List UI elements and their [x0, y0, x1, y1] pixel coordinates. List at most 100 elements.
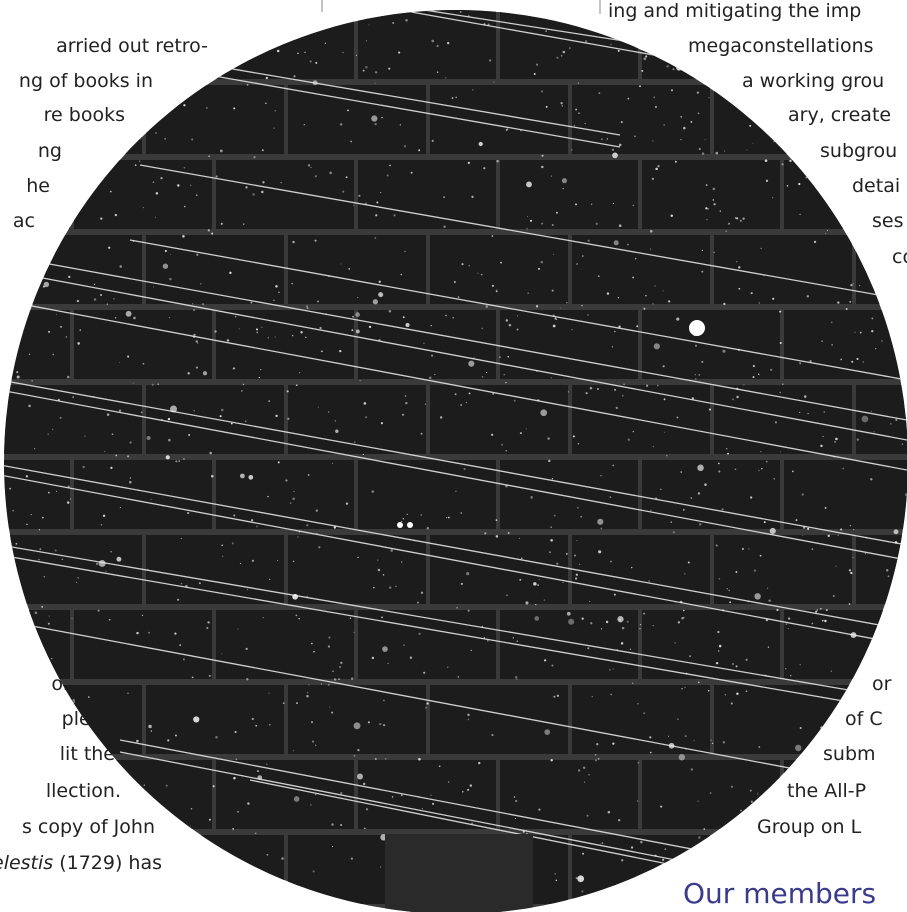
- ccd-chip: [288, 85, 426, 154]
- star: [388, 310, 392, 313]
- star: [167, 739, 170, 742]
- star: [670, 214, 674, 217]
- star: [609, 496, 612, 499]
- star: [368, 24, 370, 26]
- star: [205, 31, 207, 34]
- star: [119, 265, 122, 268]
- star: [274, 336, 276, 338]
- star: [749, 124, 752, 127]
- star: [876, 28, 878, 30]
- star: [865, 819, 869, 823]
- star: [882, 256, 885, 259]
- star: [508, 4, 512, 8]
- star: [798, 411, 801, 414]
- star: [93, 283, 96, 286]
- star: [594, 759, 598, 762]
- star: [421, 807, 424, 810]
- star: [736, 692, 739, 695]
- star: [520, 557, 523, 560]
- star: [244, 420, 247, 423]
- star: [150, 119, 153, 121]
- star: [28, 139, 31, 142]
- star: [306, 307, 309, 310]
- star: [43, 281, 50, 288]
- star: [550, 538, 553, 542]
- star: [552, 4, 555, 7]
- star: [538, 808, 541, 811]
- star: [246, 84, 249, 86]
- star: [769, 368, 773, 372]
- star: [401, 561, 403, 563]
- star: [541, 222, 544, 225]
- star: [331, 462, 334, 465]
- star: [125, 786, 128, 789]
- star: [403, 145, 407, 148]
- star: [207, 621, 210, 624]
- star: [538, 267, 541, 270]
- star: [787, 617, 791, 620]
- star: [519, 432, 522, 435]
- star: [345, 502, 349, 505]
- star: [645, 55, 648, 58]
- star: [353, 631, 355, 633]
- star: [641, 69, 644, 72]
- star: [255, 328, 258, 331]
- star: [514, 676, 518, 679]
- star: [626, 620, 629, 623]
- star: [268, 692, 270, 694]
- star: [55, 313, 58, 315]
- star: [453, 280, 456, 284]
- star: [457, 296, 460, 298]
- star: [303, 123, 306, 126]
- star: [293, 750, 295, 752]
- star: [350, 677, 354, 680]
- star: [387, 662, 389, 665]
- ccd-chip: [288, 685, 426, 754]
- star: [76, 299, 80, 303]
- star: [753, 569, 757, 572]
- star: [209, 451, 212, 455]
- star: [900, 575, 903, 579]
- star: [349, 617, 352, 619]
- star: [666, 454, 668, 457]
- star: [448, 781, 450, 783]
- star: [456, 607, 458, 609]
- satellite-trail: [4, 619, 907, 791]
- ccd-chip: [572, 85, 710, 154]
- star: [652, 302, 654, 305]
- star: [540, 409, 548, 417]
- star: [139, 160, 141, 162]
- star: [734, 217, 737, 219]
- star: [629, 648, 632, 650]
- star: [15, 542, 18, 545]
- star: [36, 765, 38, 768]
- star: [167, 417, 171, 421]
- star: [142, 2, 144, 4]
- star: [191, 676, 194, 679]
- star: [518, 537, 521, 539]
- star: [133, 316, 136, 320]
- star: [179, 644, 181, 646]
- star: [544, 729, 551, 735]
- star: [587, 647, 590, 650]
- star: [175, 734, 177, 737]
- star: [500, 261, 502, 264]
- star: [383, 699, 385, 702]
- star: [707, 689, 710, 692]
- star: [712, 187, 716, 191]
- star: [739, 219, 742, 222]
- star: [355, 54, 357, 56]
- star: [873, 431, 875, 433]
- ccd-chip: [430, 385, 568, 454]
- star: [283, 901, 286, 904]
- star: [491, 433, 494, 436]
- star: [590, 622, 593, 625]
- star: [174, 828, 176, 830]
- star: [835, 437, 838, 441]
- star: [881, 870, 883, 872]
- star: [664, 848, 667, 850]
- star: [34, 448, 36, 450]
- body-line: oelestis (1729) has: [0, 852, 162, 874]
- star: [561, 178, 567, 184]
- star: [206, 626, 209, 630]
